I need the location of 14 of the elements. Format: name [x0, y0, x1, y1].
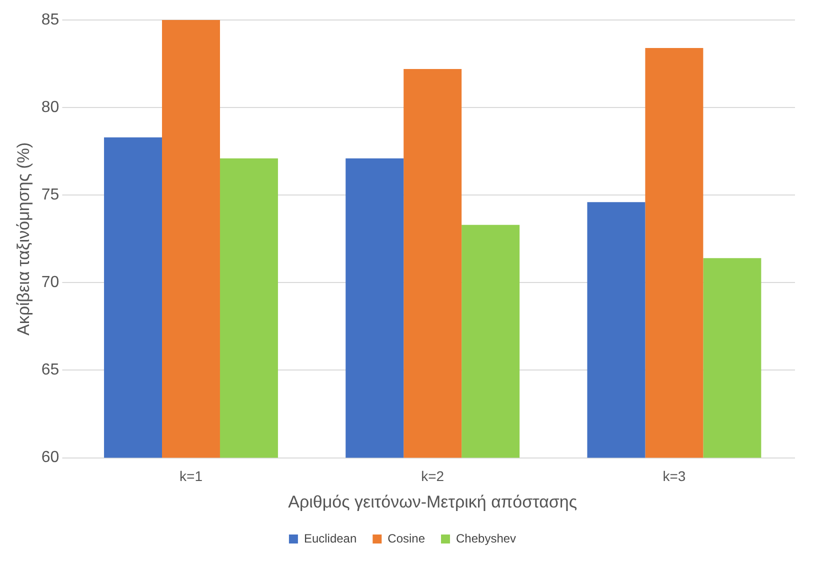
y-tick-label: 70 [41, 274, 60, 292]
legend-label: Cosine [388, 531, 426, 546]
y-tick-label: 75 [41, 186, 60, 204]
legend-label: Chebyshev [456, 531, 516, 546]
y-tick-label: 85 [41, 11, 60, 28]
x-tick-label: k=1 [180, 468, 203, 484]
y-tick-label: 60 [41, 449, 60, 466]
y-tick-label: 65 [41, 362, 60, 379]
y-axis-title: Ακρίβεια ταξινόμησης (%) [14, 142, 33, 336]
x-tick-label: k=2 [421, 468, 444, 484]
x-tick-label: k=3 [662, 468, 686, 484]
y-tick-label: 80 [41, 98, 60, 116]
x-axis-title: Αριθμός γειτόνων-Μετρική απόστασης [288, 492, 578, 512]
legend-label: Euclidean [304, 531, 357, 546]
